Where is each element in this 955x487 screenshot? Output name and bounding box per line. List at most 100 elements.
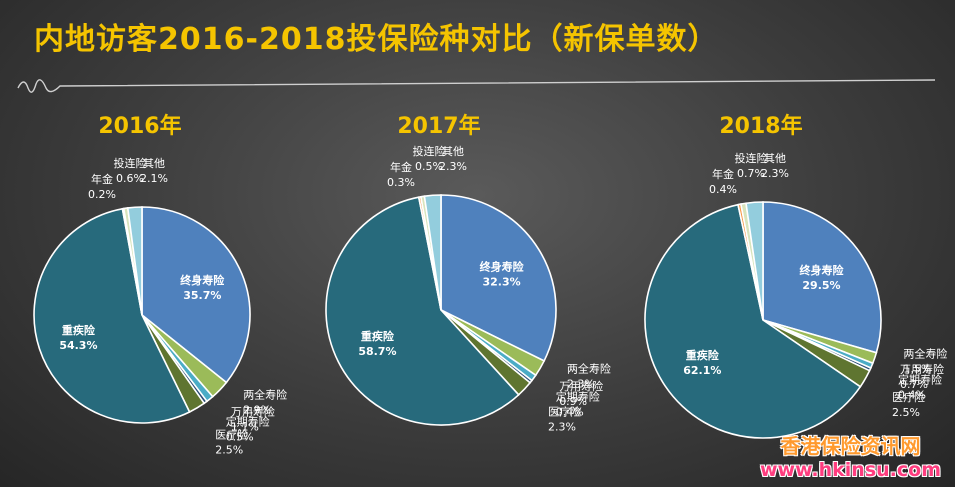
- slice-label-critical-illness: 重疾险 62.1%: [683, 348, 721, 377]
- slice-label-critical-illness: 重疾险 58.7%: [358, 329, 396, 358]
- pie-slice-whole-life: [762, 201, 882, 354]
- slice-name: 万用寿险: [231, 405, 275, 419]
- chart-year-title: 2017年: [397, 113, 480, 139]
- pie-slice-whole-life: [440, 194, 557, 362]
- slice-name: 两全寿险: [243, 388, 287, 402]
- slice-label-medical: 医疗险 2.5%: [892, 390, 925, 419]
- slice-name: 医疗险: [892, 390, 925, 404]
- slice-value: 62.1%: [683, 364, 721, 377]
- slice-label-endowment: 两全寿险 1.5%: [903, 347, 947, 376]
- slice-name: 年金: [91, 172, 113, 186]
- slice-label-annuity: 年金 0.2%: [88, 172, 116, 201]
- slice-value: 2.3%: [439, 160, 467, 173]
- slice-label-endowment: 两全寿险 2.9%: [243, 388, 287, 417]
- slice-label-investment-linked: 投连险 0.6%: [114, 156, 147, 185]
- slice-value: 2.5%: [215, 444, 243, 457]
- pie-chart-2: 2017年终身寿险32.3%两全寿险2.3%万用寿险0.9%定期寿险0.4%医疗…: [325, 113, 611, 434]
- page-title: 内地访客2016-2018投保险种对比（新保单数）: [34, 22, 719, 57]
- watermark-cn: 香港保险资讯网: [780, 434, 921, 458]
- slice-value: 0.4%: [898, 388, 926, 401]
- slice-label-annuity: 年金 0.4%: [709, 167, 737, 196]
- slice-name: 万用寿险: [900, 362, 944, 376]
- pie-slice-critical-illness: [325, 196, 520, 426]
- slice-value: 54.3%: [59, 339, 97, 352]
- pie-slice-critical-illness: [644, 203, 862, 439]
- slice-value: 2.5%: [892, 406, 920, 419]
- slice-label-other: 其他 2.3%: [439, 145, 467, 173]
- slice-label-investment-linked: 投连险 0.7%: [735, 151, 768, 180]
- slice-label-whole-life: 终身寿险 29.5%: [800, 263, 845, 292]
- slice-name: 定期寿险: [898, 372, 942, 386]
- pie-slice-other: [745, 201, 764, 321]
- slice-value: 0.2%: [88, 188, 116, 201]
- slice-name: 重疾险: [361, 329, 395, 343]
- slice-value: 0.3%: [387, 176, 415, 189]
- pie-slice-other: [423, 194, 442, 311]
- slice-value: 0.6%: [116, 172, 144, 185]
- chart-year-title: 2018年: [719, 113, 802, 139]
- slice-label-medical: 医疗险 2.5%: [215, 428, 248, 457]
- pie-slice-whole-life: [141, 206, 251, 384]
- slice-value: 0.7%: [900, 378, 928, 391]
- slice-value: 0.4%: [556, 406, 584, 419]
- slice-value: 2.3%: [548, 421, 576, 434]
- watermark-en: www.hkinsu.com: [759, 459, 941, 481]
- slice-name: 万用寿险: [559, 379, 603, 393]
- slice-name: 年金: [712, 167, 734, 181]
- slice-value: 0.5%: [226, 431, 254, 444]
- slice-name: 投连险: [114, 156, 147, 170]
- slice-label-universal-life: 万用寿险 0.9%: [559, 379, 603, 408]
- slice-label-investment-linked: 投连险 0.5%: [413, 144, 446, 173]
- slice-value: 2.9%: [243, 404, 271, 417]
- slice-value: 0.4%: [709, 183, 737, 196]
- slice-name: 定期寿险: [226, 415, 270, 429]
- slice-value: 2.3%: [761, 167, 789, 180]
- slice-name: 终身寿险: [480, 259, 525, 273]
- slice-name: 医疗险: [215, 428, 248, 442]
- slice-name: 终身寿险: [180, 273, 225, 287]
- slice-name: 重疾险: [62, 323, 96, 337]
- pie-slice-critical-illness: [33, 207, 191, 424]
- slice-value: 1.1%: [231, 421, 259, 434]
- pie-chart-3: 2018年终身寿险29.5%两全寿险1.5%万用寿险0.7%定期寿险0.4%医疗…: [644, 113, 947, 439]
- divider-line: [17, 79, 936, 93]
- slice-label-endowment: 两全寿险 2.3%: [567, 361, 611, 390]
- slice-name: 其他: [143, 157, 165, 170]
- slice-value: 29.5%: [802, 279, 840, 292]
- chart-year-title: 2016年: [98, 113, 181, 139]
- slice-label-annuity: 年金 0.3%: [387, 160, 415, 189]
- slice-label-whole-life: 终身寿险 32.3%: [480, 259, 525, 288]
- slice-label-term-life: 定期寿险 0.4%: [898, 372, 942, 401]
- slice-value: 0.9%: [559, 395, 587, 408]
- slice-value: 58.7%: [358, 345, 396, 358]
- pie-slice-other: [126, 206, 143, 316]
- slice-name: 其他: [764, 152, 786, 165]
- slice-value: 35.7%: [183, 289, 221, 302]
- slice-name: 年金: [390, 160, 412, 174]
- slice-name: 定期寿险: [556, 390, 600, 404]
- slice-label-universal-life: 万用寿险 1.1%: [231, 405, 275, 434]
- slice-label-other: 其他 2.1%: [140, 157, 168, 185]
- slice-label-whole-life: 终身寿险 35.7%: [180, 273, 225, 302]
- slice-value: 1.5%: [903, 363, 931, 376]
- slice-value: 0.7%: [737, 167, 765, 180]
- slice-name: 投连险: [735, 151, 768, 165]
- slice-name: 投连险: [413, 144, 446, 158]
- slice-value: 0.5%: [415, 160, 443, 173]
- slice-label-critical-illness: 重疾险 54.3%: [59, 323, 97, 352]
- slice-name: 其他: [442, 145, 464, 158]
- site-watermark: 香港保险资讯网 www.hkinsu.com: [760, 430, 941, 481]
- slice-value: 2.1%: [140, 172, 168, 185]
- slice-name: 重疾险: [686, 348, 720, 362]
- slice-value: 32.3%: [483, 275, 521, 288]
- slice-label-universal-life: 万用寿险 0.7%: [900, 362, 944, 391]
- slice-name: 终身寿险: [800, 263, 845, 277]
- slice-name: 两全寿险: [903, 347, 947, 361]
- slice-label-medical: 医疗险 2.3%: [548, 405, 581, 434]
- slice-value: 2.3%: [567, 377, 595, 390]
- slice-name: 医疗险: [548, 405, 581, 419]
- slice-name: 两全寿险: [567, 361, 611, 375]
- slice-label-term-life: 定期寿险 0.4%: [556, 390, 600, 419]
